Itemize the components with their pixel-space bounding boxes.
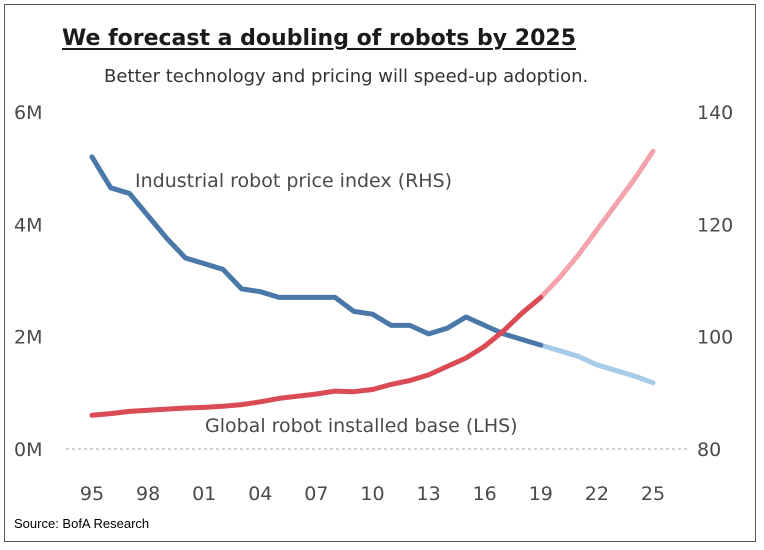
- left-axis-tick-label: 6M: [14, 102, 42, 124]
- chart-title: We forecast a doubling of robots by 2025: [62, 26, 577, 51]
- chart-frame: [4, 4, 756, 542]
- series-annotations: Industrial robot price index (RHS) Global…: [135, 170, 518, 437]
- price-index-forecast-line: [538, 342, 656, 386]
- right-axis-tick-label: 120: [697, 214, 733, 236]
- x-axis-tick-label: 01: [192, 483, 216, 505]
- chart-subtitle: Better technology and pricing will speed…: [104, 66, 589, 87]
- x-axis-tick-label: 22: [585, 483, 609, 505]
- left-axis-tick-label: 0M: [14, 439, 42, 461]
- installed-base-forecast-line: [538, 148, 656, 300]
- x-axis-tick-label: 98: [136, 483, 160, 505]
- price-index-annotation: Industrial robot price index (RHS): [135, 170, 452, 192]
- right-axis-tick-label: 100: [697, 327, 733, 349]
- x-axis-tick-label: 16: [473, 483, 497, 505]
- x-axis-tick-label: 19: [529, 483, 553, 505]
- x-axis-tick-label: 07: [304, 483, 328, 505]
- right-axis-ticks: 80 100 120 140: [697, 102, 733, 461]
- installed-base-annotation: Global robot installed base (LHS): [205, 415, 518, 437]
- right-axis-tick-label: 80: [697, 439, 721, 461]
- left-axis-tick-label: 2M: [14, 327, 42, 349]
- left-axis-ticks: 0M 2M 4M 6M: [14, 102, 42, 461]
- series-lines: [89, 148, 656, 418]
- x-axis-tick-label: 10: [360, 483, 384, 505]
- x-axis-tick-label: 95: [80, 483, 104, 505]
- x-axis-tick-label: 13: [417, 483, 441, 505]
- x-axis-tick-label: 25: [641, 483, 665, 505]
- installed-base-actual-line: [89, 294, 544, 418]
- price-index-actual-line: [89, 154, 544, 348]
- left-axis-tick-label: 4M: [14, 214, 42, 236]
- right-axis-tick-label: 140: [697, 102, 733, 124]
- source-note: Source: BofA Research: [14, 516, 150, 531]
- x-axis-ticks: 95 98 01 04 07 10 13 16 19 22 25: [80, 483, 665, 505]
- x-axis-tick-label: 04: [248, 483, 272, 505]
